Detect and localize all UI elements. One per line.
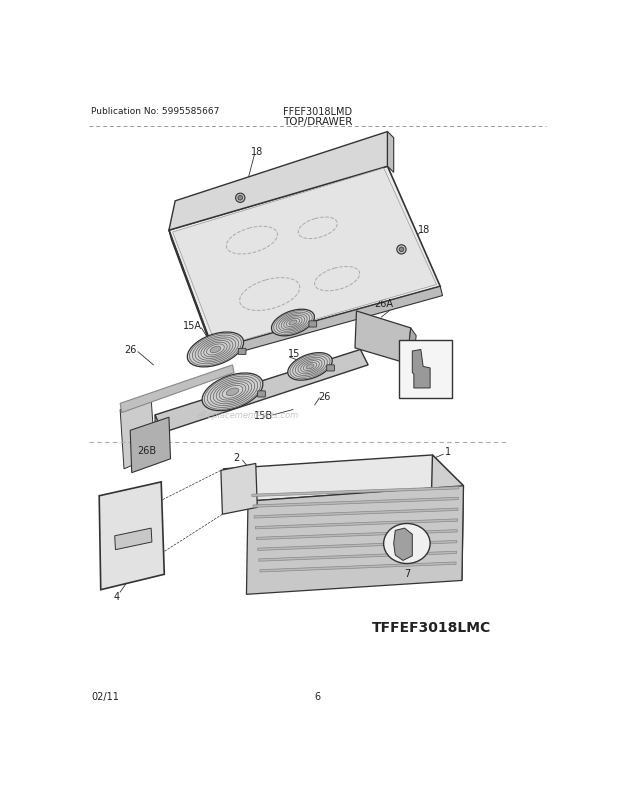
Text: 2: 2 [233, 452, 239, 463]
FancyBboxPatch shape [327, 366, 334, 371]
FancyBboxPatch shape [309, 322, 317, 328]
Text: 4: 4 [113, 591, 119, 602]
Polygon shape [430, 456, 463, 581]
Text: TOP/DRAWER: TOP/DRAWER [283, 116, 352, 127]
Ellipse shape [226, 388, 239, 396]
Text: 26B: 26B [138, 445, 157, 455]
Polygon shape [254, 508, 458, 518]
Text: 7: 7 [404, 568, 410, 578]
FancyBboxPatch shape [238, 349, 246, 355]
Polygon shape [257, 530, 458, 540]
Polygon shape [169, 132, 388, 231]
Polygon shape [120, 366, 234, 413]
Ellipse shape [187, 333, 244, 367]
Ellipse shape [202, 374, 263, 411]
Text: Publication No: 5995585667: Publication No: 5995585667 [92, 107, 220, 116]
Polygon shape [169, 167, 440, 350]
Text: TFFEF3018LMC: TFFEF3018LMC [372, 620, 491, 634]
Text: 15B: 15B [254, 411, 273, 420]
Polygon shape [221, 464, 257, 515]
Circle shape [397, 245, 406, 255]
Polygon shape [355, 311, 410, 364]
Text: 26: 26 [318, 391, 330, 401]
Polygon shape [155, 415, 162, 443]
Polygon shape [169, 231, 216, 359]
Text: 02/11: 02/11 [92, 691, 119, 701]
Polygon shape [130, 418, 170, 473]
Polygon shape [255, 519, 458, 529]
Text: FFEF3018LMD: FFEF3018LMD [283, 107, 352, 116]
Circle shape [238, 196, 242, 200]
Polygon shape [407, 329, 416, 371]
Ellipse shape [272, 310, 314, 336]
Text: 6: 6 [315, 691, 321, 701]
Polygon shape [259, 552, 456, 561]
Text: 26: 26 [124, 345, 136, 355]
Polygon shape [115, 529, 152, 550]
Bar [399, 341, 452, 399]
FancyBboxPatch shape [258, 391, 265, 398]
Polygon shape [172, 169, 436, 348]
Polygon shape [252, 487, 459, 497]
Ellipse shape [210, 346, 221, 354]
Text: 26A: 26A [374, 299, 393, 309]
Ellipse shape [289, 321, 297, 326]
Ellipse shape [384, 524, 430, 564]
Polygon shape [388, 132, 394, 173]
Polygon shape [394, 529, 412, 561]
Polygon shape [155, 350, 368, 433]
Polygon shape [213, 287, 443, 359]
Text: 1: 1 [445, 447, 451, 456]
Text: 16: 16 [347, 180, 359, 190]
Text: 18: 18 [418, 225, 430, 235]
Text: 18: 18 [251, 147, 264, 156]
Circle shape [236, 194, 245, 203]
Text: 52: 52 [437, 341, 450, 351]
Polygon shape [247, 486, 463, 594]
Text: 15: 15 [260, 294, 272, 304]
Circle shape [399, 248, 404, 253]
Polygon shape [258, 541, 457, 551]
Text: eReplacementParts.com: eReplacementParts.com [197, 411, 299, 420]
Polygon shape [99, 482, 164, 590]
Ellipse shape [306, 364, 314, 370]
Polygon shape [253, 498, 458, 508]
Text: 15: 15 [288, 349, 301, 358]
Polygon shape [223, 456, 463, 501]
Text: 15A: 15A [183, 321, 202, 330]
Ellipse shape [288, 353, 332, 381]
Polygon shape [412, 350, 430, 388]
Polygon shape [120, 399, 155, 469]
Polygon shape [260, 562, 456, 573]
